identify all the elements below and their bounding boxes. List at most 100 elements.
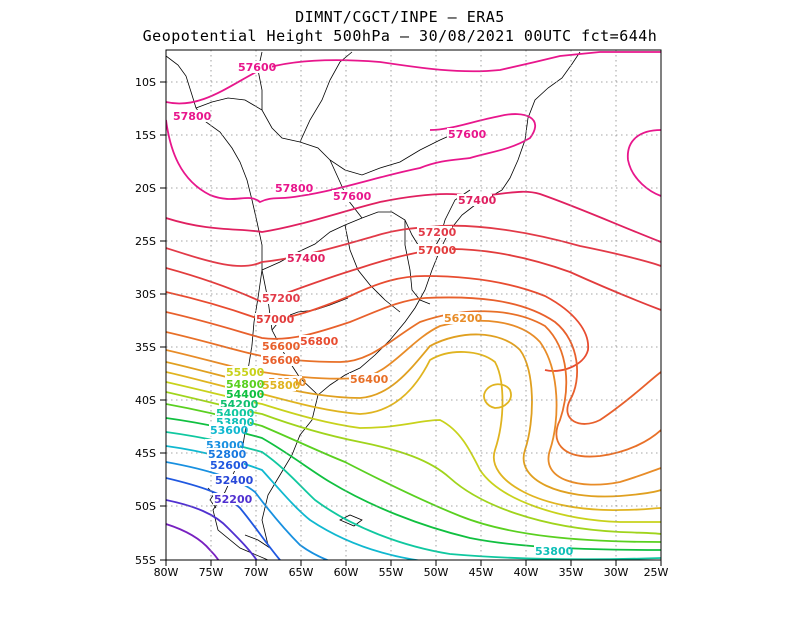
contour-label: 52800 bbox=[208, 448, 247, 461]
contour-label-bg bbox=[443, 312, 478, 324]
lon-label: 55W bbox=[379, 566, 404, 579]
map-title-line1: DIMNT/CGCT/INPE – ERA5 bbox=[295, 8, 505, 26]
contour-label-bg bbox=[207, 448, 242, 460]
longitude-labels: 80W 75W 70W 65W 60W 55W 50W 45W 40W 35W … bbox=[154, 566, 669, 579]
lat-label: 30S bbox=[135, 288, 156, 301]
contour-label: 57200 bbox=[418, 226, 457, 239]
contour-label-bg bbox=[172, 110, 207, 122]
lon-label: 60W bbox=[334, 566, 359, 579]
contour-label-bg bbox=[332, 190, 367, 202]
lat-label: 45S bbox=[135, 447, 156, 460]
contour-57800-right bbox=[627, 129, 661, 197]
lat-label: 55S bbox=[135, 554, 156, 567]
contour-label: 57200 bbox=[262, 292, 301, 305]
grid-lines bbox=[166, 50, 661, 560]
contour-55200 bbox=[166, 391, 661, 535]
contour-52200 bbox=[166, 499, 258, 560]
contour-label-bg bbox=[209, 424, 244, 436]
contour-label: 56600 bbox=[262, 340, 301, 353]
contour-label: 57800 bbox=[275, 182, 314, 195]
contour-label: 57600 bbox=[333, 190, 372, 203]
contour-52600 bbox=[166, 477, 281, 560]
lat-label: 25S bbox=[135, 235, 156, 248]
lat-label: 15S bbox=[135, 129, 156, 142]
contour-label-bg bbox=[261, 292, 296, 304]
lat-label: 50S bbox=[135, 500, 156, 513]
lon-label: 80W bbox=[154, 566, 179, 579]
contour-label-bg bbox=[534, 545, 569, 557]
contour-57200 bbox=[166, 224, 661, 267]
contour-labels: 57600 57800 57600 57800 57600 57400 57400 57200… bbox=[172, 61, 574, 558]
lon-label: 40W bbox=[514, 566, 539, 579]
contour-57800-loop bbox=[166, 113, 537, 204]
contour-label-bg bbox=[225, 378, 260, 390]
contour-label-bg bbox=[447, 128, 482, 140]
contour-label: 53600 bbox=[210, 424, 249, 437]
contour-label-bg bbox=[274, 182, 309, 194]
contour-label-bg bbox=[261, 354, 296, 366]
latitude-labels: 10S 15S 20S 25S 30S 35S 40S 45S 50S 55S bbox=[135, 76, 156, 567]
contour-label-bg bbox=[237, 61, 272, 73]
contour-label-bg bbox=[225, 388, 260, 400]
lon-label: 25W bbox=[644, 566, 669, 579]
contour-label: 57400 bbox=[458, 194, 497, 207]
contour-label: 57600 bbox=[448, 128, 487, 141]
contour-label: 52400 bbox=[215, 474, 254, 487]
contour-label: 54800 bbox=[226, 378, 265, 391]
map-frame bbox=[165, 49, 662, 561]
contour-56600 bbox=[166, 296, 661, 425]
contour-label-bg bbox=[213, 493, 248, 505]
contour-label: 55500 bbox=[226, 366, 265, 379]
lat-label: 35S bbox=[135, 341, 156, 354]
contour-label: 54400 bbox=[226, 388, 265, 401]
contour-label-bg bbox=[417, 244, 452, 256]
contour-label-bg bbox=[457, 194, 492, 206]
contour-label-bg bbox=[261, 340, 296, 352]
contour-label: 56800 bbox=[300, 335, 339, 348]
map-title-line2: Geopotential Height 500hPa – 30/08/2021 … bbox=[142, 27, 658, 45]
contour-label: 57800 bbox=[173, 110, 212, 123]
lon-label: 30W bbox=[604, 566, 629, 579]
contour-57800-top bbox=[166, 51, 661, 105]
lon-label: 35W bbox=[559, 566, 584, 579]
contour-label: 56200 bbox=[444, 312, 483, 325]
contour-57000 bbox=[166, 248, 661, 311]
contour-label-bg bbox=[255, 313, 290, 325]
contour-label-bg bbox=[349, 373, 384, 385]
contour-label: 56600 bbox=[262, 354, 301, 367]
contour-label-bg bbox=[299, 335, 334, 347]
contour-57400 bbox=[166, 190, 661, 243]
contour-56000-closed bbox=[483, 383, 512, 409]
contour-lines bbox=[166, 51, 661, 560]
contour-label: 52600 bbox=[210, 459, 249, 472]
contour-55800 bbox=[166, 351, 661, 511]
contour-label: 57000 bbox=[418, 244, 457, 257]
contour-label-bg bbox=[209, 459, 244, 471]
lon-label: 65W bbox=[289, 566, 314, 579]
contour-56200 bbox=[166, 319, 661, 486]
contour-label-bg bbox=[417, 226, 452, 238]
lat-label: 20S bbox=[135, 182, 156, 195]
contour-label: 53800 bbox=[535, 545, 574, 558]
lat-label: 40S bbox=[135, 394, 156, 407]
lon-label: 75W bbox=[199, 566, 224, 579]
lon-label: 50W bbox=[424, 566, 449, 579]
contour-51800 bbox=[166, 523, 220, 560]
contour-label: 57400 bbox=[287, 252, 326, 265]
contour-label-bg bbox=[214, 474, 249, 486]
contour-label-bg bbox=[286, 252, 321, 264]
lon-label: 70W bbox=[244, 566, 269, 579]
contour-label: 55800 bbox=[262, 379, 301, 392]
lon-label: 45W bbox=[469, 566, 494, 579]
contour-53000 bbox=[166, 461, 330, 560]
contour-label: 56400 bbox=[350, 373, 389, 386]
contour-54000 bbox=[166, 431, 661, 560]
contour-label: 57600 bbox=[238, 61, 277, 74]
lat-label: 10S bbox=[135, 76, 156, 89]
axis-ticks bbox=[160, 81, 662, 566]
contour-label: 52200 bbox=[214, 493, 253, 506]
contour-label: 57000 bbox=[256, 313, 295, 326]
contour-55500 bbox=[166, 381, 661, 523]
contour-label-bg bbox=[225, 366, 260, 378]
